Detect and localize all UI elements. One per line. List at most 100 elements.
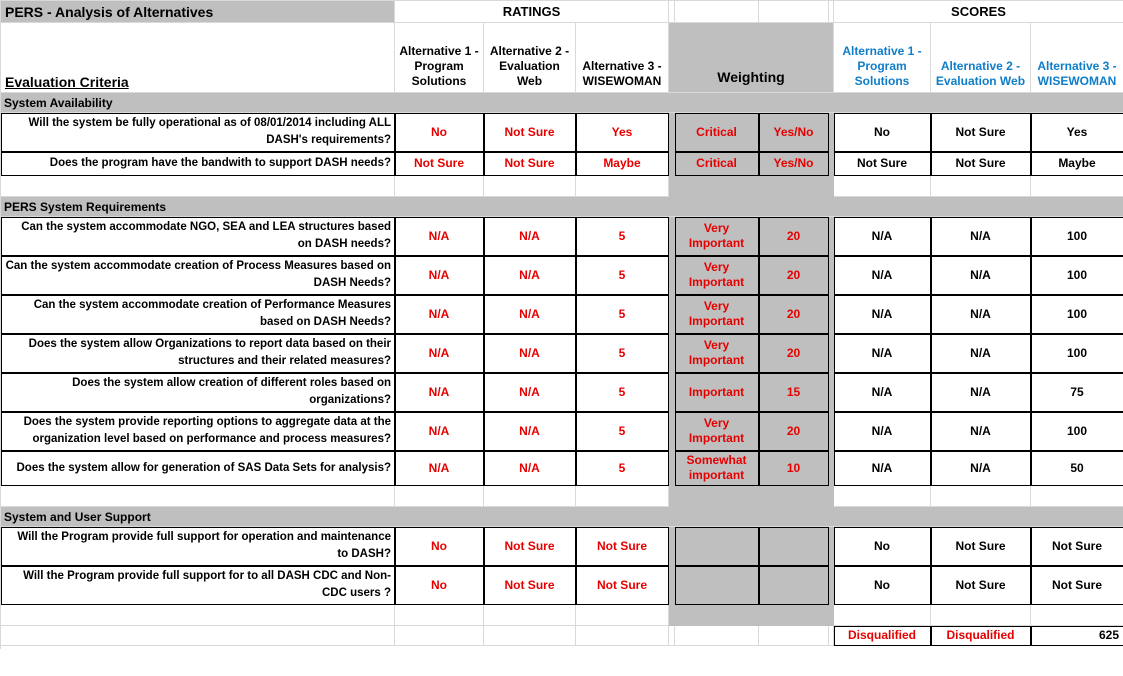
rating-value-cell[interactable]: N/A xyxy=(395,256,484,295)
weighting-value-cell[interactable]: 15 xyxy=(759,373,829,412)
weighting-label-cell[interactable]: Very Important xyxy=(675,412,759,451)
score-value-cell[interactable]: N/A xyxy=(931,217,1031,256)
criteria-cell[interactable]: Can the system accommodate creation of P… xyxy=(1,295,395,334)
score-value-cell[interactable]: Not Sure xyxy=(1031,566,1123,605)
score-value-cell[interactable]: Not Sure xyxy=(931,527,1031,566)
score-value-cell[interactable]: Not Sure xyxy=(1031,527,1123,566)
rating-value-cell[interactable]: Not Sure xyxy=(395,152,484,176)
score-value-cell[interactable]: 100 xyxy=(1031,334,1123,373)
score-value-cell[interactable]: N/A xyxy=(834,373,931,412)
rating-value-cell[interactable]: N/A xyxy=(395,295,484,334)
scores-alt3-header[interactable]: Alternative 3 - WISEWOMAN xyxy=(1031,23,1123,93)
score-value-cell[interactable]: Maybe xyxy=(1031,152,1123,176)
score-value-cell[interactable]: N/A xyxy=(834,412,931,451)
rating-value-cell[interactable]: N/A xyxy=(484,373,576,412)
weighting-label-cell[interactable] xyxy=(675,527,759,566)
rating-value-cell[interactable]: Not Sure xyxy=(484,527,576,566)
score-value-cell[interactable]: N/A xyxy=(834,295,931,334)
weighting-value-cell[interactable]: 20 xyxy=(759,256,829,295)
score-value-cell[interactable]: Not Sure xyxy=(931,113,1031,152)
weighting-value-cell[interactable]: Yes/No xyxy=(759,113,829,152)
score-value-cell[interactable]: N/A xyxy=(834,256,931,295)
score-value-cell[interactable]: N/A xyxy=(834,217,931,256)
rating-value-cell[interactable]: N/A xyxy=(484,217,576,256)
rating-value-cell[interactable]: No xyxy=(395,566,484,605)
score-value-cell[interactable]: No xyxy=(834,113,931,152)
weighting-value-cell[interactable]: 20 xyxy=(759,412,829,451)
scores-alt2-header[interactable]: Alternative 2 - Evaluation Web xyxy=(931,23,1031,93)
score-value-cell[interactable]: N/A xyxy=(931,334,1031,373)
weighting-label-cell[interactable]: Very Important xyxy=(675,217,759,256)
weighting-label-cell[interactable]: Very Important xyxy=(675,295,759,334)
weighting-label-cell[interactable]: Somewhat important xyxy=(675,451,759,486)
ratings-alt2-header[interactable]: Alternative 2 - Evaluation Web xyxy=(484,23,576,93)
score-value-cell[interactable]: N/A xyxy=(931,295,1031,334)
weighting-label-cell[interactable]: Critical xyxy=(675,113,759,152)
score-value-cell[interactable]: N/A xyxy=(834,451,931,486)
criteria-cell[interactable]: Does the system provide reporting option… xyxy=(1,412,395,451)
weighting-label-cell[interactable] xyxy=(675,566,759,605)
score-value-cell[interactable]: Not Sure xyxy=(931,566,1031,605)
score-value-cell[interactable]: N/A xyxy=(931,451,1031,486)
rating-value-cell[interactable]: Yes xyxy=(576,113,669,152)
weighting-value-cell[interactable]: 20 xyxy=(759,295,829,334)
score-value-cell[interactable]: 100 xyxy=(1031,412,1123,451)
score-value-cell[interactable]: Yes xyxy=(1031,113,1123,152)
weighting-header[interactable]: Weighting xyxy=(669,23,834,93)
rating-value-cell[interactable]: N/A xyxy=(395,373,484,412)
rating-value-cell[interactable]: N/A xyxy=(484,334,576,373)
rating-value-cell[interactable]: Not Sure xyxy=(576,527,669,566)
rating-value-cell[interactable]: N/A xyxy=(484,295,576,334)
score-value-cell[interactable]: Not Sure xyxy=(931,152,1031,176)
criteria-cell[interactable]: Will the Program provide full support fo… xyxy=(1,527,395,566)
rating-value-cell[interactable]: N/A xyxy=(484,412,576,451)
rating-value-cell[interactable]: 5 xyxy=(576,217,669,256)
section-row-label[interactable]: System and User Support xyxy=(1,507,1123,527)
criteria-cell[interactable]: Does the system allow creation of differ… xyxy=(1,373,395,412)
ratings-alt3-header[interactable]: Alternative 3 - WISEWOMAN xyxy=(576,23,669,93)
total-score-cell[interactable]: Disqualified xyxy=(931,626,1031,646)
weighting-value-cell[interactable]: 10 xyxy=(759,451,829,486)
weighting-label-cell[interactable]: Important xyxy=(675,373,759,412)
rating-value-cell[interactable]: No xyxy=(395,113,484,152)
ratings-alt1-header[interactable]: Alternative 1 - Program Solutions xyxy=(395,23,484,93)
score-value-cell[interactable]: No xyxy=(834,527,931,566)
rating-value-cell[interactable]: Not Sure xyxy=(576,566,669,605)
evaluation-criteria-header[interactable]: Evaluation Criteria xyxy=(1,23,395,93)
section-row-label[interactable]: System Availability xyxy=(1,93,1123,113)
weighting-value-cell[interactable]: 20 xyxy=(759,217,829,256)
score-value-cell[interactable]: N/A xyxy=(834,334,931,373)
score-value-cell[interactable]: 100 xyxy=(1031,295,1123,334)
criteria-cell[interactable]: Does the program have the bandwith to su… xyxy=(1,152,395,176)
score-value-cell[interactable]: Not Sure xyxy=(834,152,931,176)
criteria-cell[interactable]: Can the system accommodate NGO, SEA and … xyxy=(1,217,395,256)
criteria-cell[interactable]: Can the system accommodate creation of P… xyxy=(1,256,395,295)
section-row-label[interactable]: PERS System Requirements xyxy=(1,197,1123,217)
rating-value-cell[interactable]: 5 xyxy=(576,412,669,451)
criteria-cell[interactable]: Does the system allow Organizations to r… xyxy=(1,334,395,373)
score-value-cell[interactable]: N/A xyxy=(931,373,1031,412)
score-value-cell[interactable]: 100 xyxy=(1031,256,1123,295)
score-value-cell[interactable]: 75 xyxy=(1031,373,1123,412)
rating-value-cell[interactable]: Not Sure xyxy=(484,152,576,176)
rating-value-cell[interactable]: N/A xyxy=(484,256,576,295)
rating-value-cell[interactable]: N/A xyxy=(395,334,484,373)
score-value-cell[interactable]: N/A xyxy=(931,256,1031,295)
weighting-label-cell[interactable]: Very Important xyxy=(675,256,759,295)
criteria-cell[interactable]: Will the Program provide full support fo… xyxy=(1,566,395,605)
rating-value-cell[interactable]: N/A xyxy=(395,217,484,256)
rating-value-cell[interactable]: 5 xyxy=(576,256,669,295)
scores-alt1-header[interactable]: Alternative 1 - Program Solutions xyxy=(834,23,931,93)
rating-value-cell[interactable]: N/A xyxy=(395,451,484,486)
rating-value-cell[interactable]: Not Sure xyxy=(484,113,576,152)
score-value-cell[interactable]: 100 xyxy=(1031,217,1123,256)
score-value-cell[interactable]: No xyxy=(834,566,931,605)
weighting-value-cell[interactable] xyxy=(759,527,829,566)
rating-value-cell[interactable]: No xyxy=(395,527,484,566)
weighting-label-cell[interactable]: Critical xyxy=(675,152,759,176)
rating-value-cell[interactable]: Not Sure xyxy=(484,566,576,605)
rating-value-cell[interactable]: 5 xyxy=(576,451,669,486)
total-score-cell[interactable]: 625 xyxy=(1031,626,1123,646)
weighting-value-cell[interactable]: 20 xyxy=(759,334,829,373)
weighting-value-cell[interactable]: Yes/No xyxy=(759,152,829,176)
